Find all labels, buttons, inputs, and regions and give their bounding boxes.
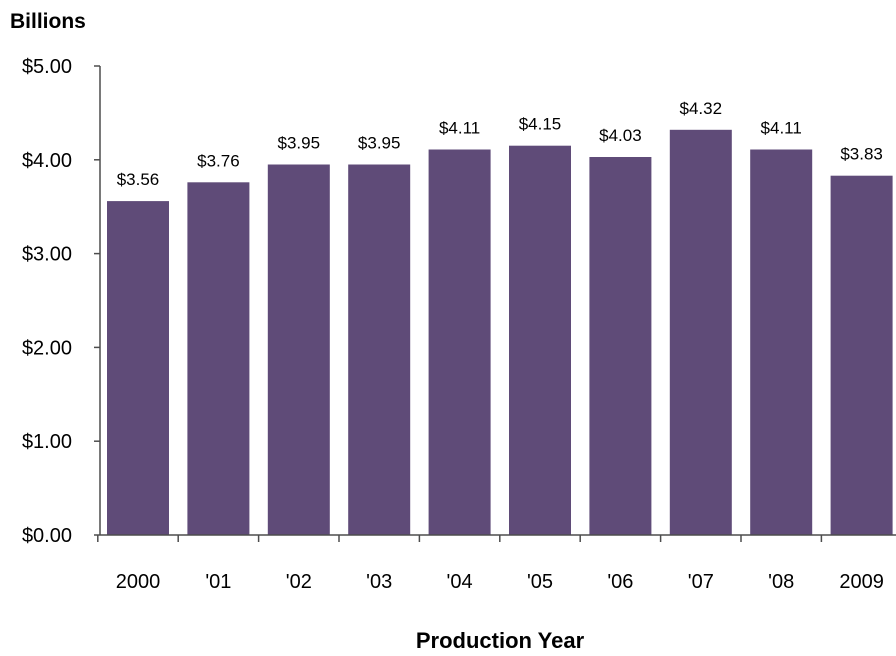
bar [267, 164, 330, 535]
x-tick-label: 2000 [116, 571, 161, 593]
y-tick-label: $3.00 [22, 244, 72, 266]
x-tick-label: '06 [607, 571, 633, 593]
bar [589, 157, 652, 535]
bar [428, 149, 491, 535]
x-tick-label: '03 [366, 571, 392, 593]
bar [187, 182, 250, 536]
bar [509, 145, 571, 535]
x-tick-label: 2009 [839, 571, 884, 593]
data-label: $4.03 [599, 126, 642, 145]
data-label: $4.11 [439, 119, 480, 138]
y-tick-label: $4.00 [22, 150, 72, 172]
y-axis: $0.00 $1.00 $2.00 $3.00 $4.00 $5.00 [22, 56, 101, 547]
data-label: $4.32 [680, 99, 723, 118]
y-tick-label: $2.00 [22, 337, 72, 359]
data-label: $3.95 [278, 134, 321, 153]
x-axis: 2000 '01 '02 '03 '04 '05 '06 '07 '08 2009 [97, 534, 896, 593]
x-axis-title: Production Year [416, 628, 585, 653]
data-label: $4.11 [761, 119, 802, 138]
bar [348, 164, 411, 535]
x-tick-label: '08 [768, 571, 794, 593]
bar [750, 149, 813, 535]
data-label: $3.56 [117, 170, 160, 189]
data-label: $3.83 [840, 145, 883, 164]
x-tick-label: '07 [688, 571, 714, 593]
bar [830, 175, 893, 535]
y-tick-label: $5.00 [22, 56, 72, 78]
data-label: $3.76 [197, 151, 240, 170]
bar [107, 201, 169, 535]
y-axis-unit-label: Billions [10, 10, 86, 33]
y-tick-label: $0.00 [22, 525, 72, 547]
x-tick-label: '01 [205, 571, 231, 593]
x-tick-label: '05 [527, 571, 553, 593]
x-tick-label: '02 [286, 571, 312, 593]
bars-group [107, 129, 893, 536]
data-label: $4.15 [519, 115, 562, 134]
data-label: $3.95 [358, 134, 401, 153]
bar [669, 129, 732, 536]
y-tick-label: $1.00 [22, 431, 72, 453]
data-labels-group: $3.56 $3.76 $3.95 $3.95 $4.11 $4.15 $4.03 $4.32… [117, 99, 883, 189]
x-tick-label: '04 [447, 571, 473, 593]
